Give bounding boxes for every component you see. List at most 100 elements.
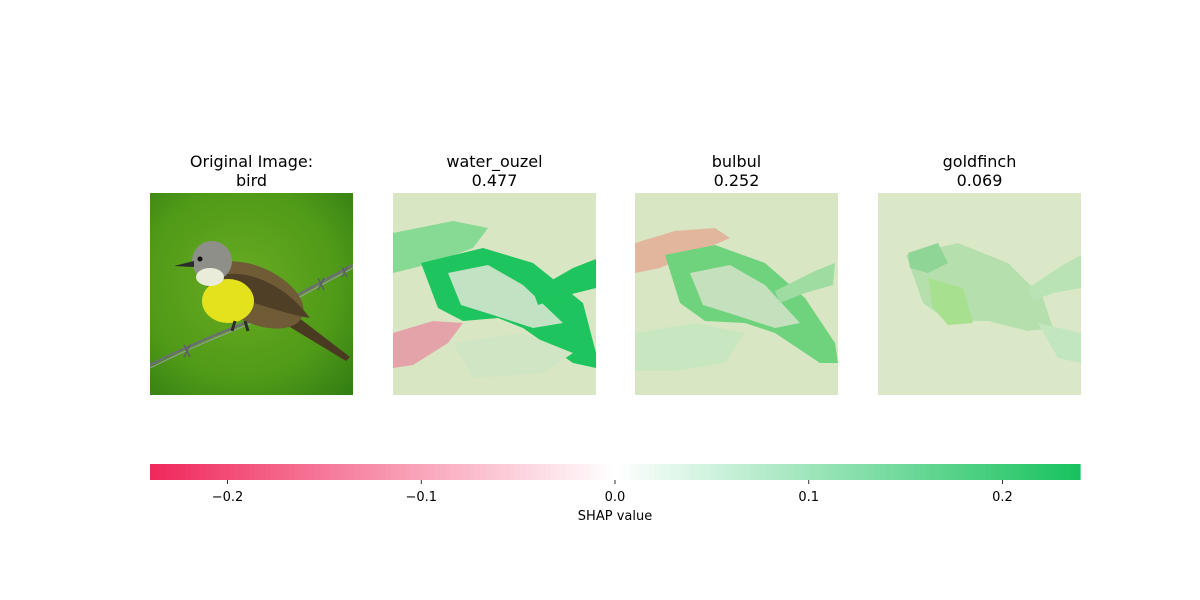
colorbar-segment <box>235 464 241 480</box>
colorbar-segment <box>155 464 161 480</box>
colorbar-segment <box>505 464 511 480</box>
colorbar-segment <box>1055 464 1061 480</box>
colorbar-segment <box>210 464 216 480</box>
colorbar-segment <box>600 464 606 480</box>
colorbar-segment <box>320 464 326 480</box>
region-breast <box>928 278 973 325</box>
colorbar-segment <box>360 464 366 480</box>
colorbar-segment <box>265 464 271 480</box>
colorbar-segment <box>730 464 736 480</box>
colorbar-segment <box>490 464 496 480</box>
colorbar-segment <box>590 464 596 480</box>
panel-title-water-ouzel: water_ouzel 0.477 <box>446 152 543 190</box>
region-lower <box>635 323 745 371</box>
region-head-negative <box>635 228 730 273</box>
panel-title-bulbul: bulbul 0.252 <box>711 152 762 190</box>
bird-tail <box>280 311 350 361</box>
colorbar-segment <box>515 464 521 480</box>
colorbar-segment <box>285 464 291 480</box>
colorbar-segment <box>680 464 686 480</box>
colorbar-segment <box>445 464 451 480</box>
colorbar-segment <box>900 464 906 480</box>
colorbar-segment <box>275 464 281 480</box>
colorbar-segment <box>950 464 956 480</box>
shap-map-goldfinch <box>878 193 1081 395</box>
colorbar-segment <box>380 464 386 480</box>
colorbar-segment <box>865 464 871 480</box>
colorbar-segment <box>735 464 741 480</box>
colorbar-segment <box>550 464 556 480</box>
colorbar-segment <box>365 464 371 480</box>
colorbar-segment <box>690 464 696 480</box>
colorbar-segment <box>630 464 636 480</box>
colorbar-segment <box>250 464 256 480</box>
colorbar-segment <box>1075 464 1081 480</box>
colorbar-segment <box>1030 464 1036 480</box>
colorbar-segment <box>795 464 801 480</box>
shap-map-water-ouzel <box>393 193 596 395</box>
colorbar-segment <box>470 464 476 480</box>
colorbar-segment <box>650 464 656 480</box>
colorbar-gradient <box>150 464 1081 480</box>
colorbar-segment <box>695 464 701 480</box>
colorbar-segment <box>310 464 316 480</box>
colorbar-segment <box>640 464 646 480</box>
colorbar-segment <box>270 464 276 480</box>
colorbar-segment <box>1050 464 1056 480</box>
colorbar-segment <box>420 464 426 480</box>
colorbar-segment <box>335 464 341 480</box>
colorbar-segment <box>815 464 821 480</box>
colorbar-segment <box>860 464 866 480</box>
colorbar-segment <box>535 464 541 480</box>
colorbar-segment <box>830 464 836 480</box>
colorbar-segment <box>995 464 1001 480</box>
colorbar-tick-label: −0.2 <box>212 490 244 505</box>
colorbar-segment <box>620 464 626 480</box>
colorbar-segment <box>195 464 201 480</box>
colorbar-segment <box>945 464 951 480</box>
colorbar-segment <box>165 464 171 480</box>
colorbar-segment <box>700 464 706 480</box>
colorbar-segment <box>450 464 456 480</box>
colorbar-segment <box>930 464 936 480</box>
colorbar-segment <box>430 464 436 480</box>
colorbar-segment <box>325 464 331 480</box>
colorbar-segment <box>575 464 581 480</box>
colorbar-segment <box>980 464 986 480</box>
colorbar-segment <box>170 464 176 480</box>
colorbar-segment <box>565 464 571 480</box>
colorbar-segment <box>1035 464 1041 480</box>
colorbar-segment <box>685 464 691 480</box>
colorbar-segment <box>475 464 481 480</box>
colorbar-segment <box>805 464 811 480</box>
colorbar-segment <box>465 464 471 480</box>
colorbar-segment <box>855 464 861 480</box>
colorbar-segment <box>790 464 796 480</box>
colorbar-segment <box>975 464 981 480</box>
colorbar-tick-label: 0.2 <box>992 490 1013 505</box>
colorbar-segment <box>625 464 631 480</box>
colorbar-segment <box>340 464 346 480</box>
colorbar-segment <box>970 464 976 480</box>
colorbar-ticks: −0.2 −0.1 0.0 0.1 0.2 <box>212 480 1013 505</box>
barbed-wire-twist <box>150 267 353 369</box>
colorbar-tick-label: −0.1 <box>405 490 437 505</box>
colorbar-segment <box>190 464 196 480</box>
colorbar-segment <box>160 464 166 480</box>
region-lower-right <box>1038 323 1081 363</box>
colorbar-segment <box>955 464 961 480</box>
colorbar-segment <box>410 464 416 480</box>
colorbar-segment <box>655 464 661 480</box>
colorbar-segment <box>520 464 526 480</box>
colorbar-segment <box>295 464 301 480</box>
region-wire <box>775 263 835 303</box>
colorbar-segment <box>1040 464 1046 480</box>
colorbar-segment <box>415 464 421 480</box>
colorbar-segment <box>675 464 681 480</box>
region-bird-inner <box>690 265 800 328</box>
region-wire-right <box>533 259 596 305</box>
colorbar-segment <box>880 464 886 480</box>
colorbar-segment <box>150 464 156 480</box>
colorbar-segment <box>895 464 901 480</box>
colorbar-segment <box>545 464 551 480</box>
